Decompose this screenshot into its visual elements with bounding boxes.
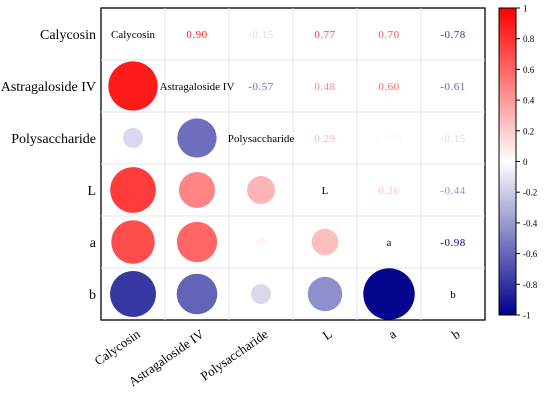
y-axis-label: Calycosin (40, 28, 96, 43)
correlation-value: 0.90 (186, 29, 207, 41)
correlation-circle (250, 283, 272, 305)
correlation-circle (111, 220, 155, 264)
correlation-circle (122, 127, 144, 149)
correlation-circle (176, 221, 218, 263)
colorbar-tick-label: 0.4 (523, 96, 535, 106)
correlation-circle (108, 61, 158, 111)
y-axis-label: Astragaloside IV (1, 80, 96, 95)
correlation-circle (110, 271, 156, 317)
correlation-value: 0.60 (378, 81, 399, 93)
correlation-value: -0.61 (440, 81, 465, 93)
x-axis-label: b (449, 326, 463, 342)
y-axis-label: b (89, 288, 96, 303)
correlation-circle (176, 273, 218, 315)
y-axis-label: a (90, 236, 97, 251)
y-axis-labels: Calycosin Astragaloside IV Polysaccharide L… (1, 28, 97, 303)
x-axis-label: Calycosin (92, 326, 144, 368)
correlation-circle (178, 171, 216, 209)
x-axis-label: Polysaccharide (198, 326, 271, 384)
diagonal-label: Astragaloside IV (160, 81, 235, 93)
correlation-circle (307, 276, 343, 312)
colorbar (498, 7, 517, 316)
colorbar-tick-label: 0.6 (523, 65, 535, 75)
correlation-value: 0.77 (314, 29, 335, 41)
correlation-circle (246, 175, 276, 205)
correlation-value: 0.038 (375, 133, 402, 145)
correlation-value: 0.48 (314, 81, 335, 93)
diagonal-label: Calycosin (111, 29, 155, 41)
diagonal-label: a (387, 237, 392, 249)
colorbar-tick-label: 0.2 (523, 126, 534, 136)
correlation-value: -0.44 (440, 185, 465, 197)
colorbar-tick-label: -0.8 (523, 280, 538, 290)
correlation-value: -0.15 (440, 133, 465, 145)
diagonal-label: b (450, 289, 456, 301)
diagonal-label: L (322, 185, 329, 197)
colorbar-ticks: 1 0.8 0.6 0.4 0.2 0 -0.2 -0.4 -0.6 -0.8 -1 (516, 4, 538, 321)
colorbar-tick-label: 1 (523, 4, 528, 14)
colorbar-tick-label: -1 (523, 311, 531, 321)
colorbar-tick-label: 0 (523, 157, 528, 167)
correlation-value: -0.15 (248, 29, 273, 41)
grid-lines (101, 8, 485, 320)
correlation-value: 0.29 (314, 133, 335, 145)
colorbar-tick-label: 0.8 (523, 34, 535, 44)
y-axis-label: L (87, 184, 96, 199)
x-axis-label: a (385, 326, 399, 342)
correlation-value: -0.98 (440, 237, 465, 249)
diagonal-label: Polysaccharide (228, 133, 295, 145)
correlation-value: 0.70 (378, 29, 399, 41)
colorbar-tick-label: -0.4 (523, 218, 538, 228)
correlation-value: -0.57 (248, 81, 273, 93)
correlation-value: -0.78 (440, 29, 465, 41)
correlation-circle (110, 167, 156, 213)
correlation-circle (311, 228, 339, 256)
colorbar-tick-label: -0.6 (523, 249, 538, 259)
colorbar-tick-label: -0.2 (523, 188, 537, 198)
x-axis-label: L (320, 326, 335, 343)
correlation-circle (255, 236, 267, 248)
y-axis-label: Polysaccharide (11, 132, 96, 147)
correlation-circle (177, 118, 217, 158)
cells: Calycosin 0.90 -0.15 0.77 0.70 -0.78 Astragalo… (108, 29, 465, 320)
correlation-value: 0.26 (378, 185, 399, 197)
correlation-circle (363, 268, 415, 320)
